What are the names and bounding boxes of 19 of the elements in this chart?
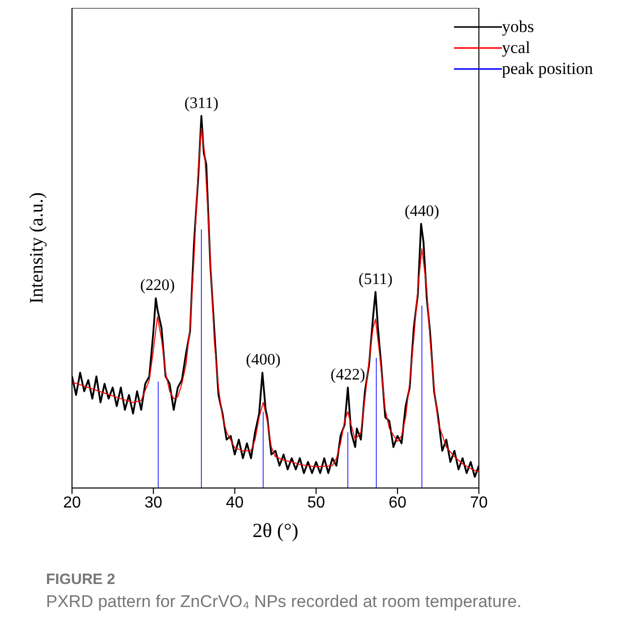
x-tick-label: 20 [63,494,81,512]
x-tick-label: 40 [226,494,244,512]
annotation: (440) [404,202,440,220]
annotation: (422) [330,366,366,384]
caption: FIGURE 2 [46,571,116,588]
x-tick-label: 30 [144,494,162,512]
annotation: (511) [358,270,393,288]
annotation: (311) [184,94,218,112]
legend-label: ycal [502,37,530,58]
legend-label: yobs [502,16,534,37]
annotation: (220) [140,277,175,294]
x-axis-title: 2θ (°) [252,520,298,542]
y-axis-title: Intensity (a.u.) [26,192,48,304]
annotation: (400) [246,352,281,369]
text: PXRD pattern for ZnCrVO₄ NPs recorded at room temperature. [46,592,523,612]
x-tick-label: 50 [307,494,326,512]
x-tick-label: 70 [470,494,488,512]
x-tick-label: 60 [388,494,406,512]
legend-label: peak position [502,58,593,79]
